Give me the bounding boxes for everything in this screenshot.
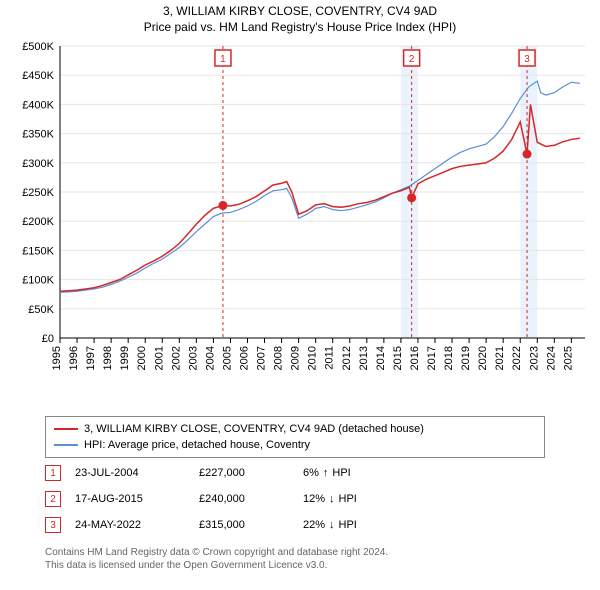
chart-container: 3, WILLIAM KIRBY CLOSE, COVENTRY, CV4 9A… (0, 0, 600, 590)
svg-text:1995: 1995 (51, 346, 63, 370)
chart-plot-area: £0 £50K £100K £150K £200K £250K £300K £350K £400… (10, 38, 590, 408)
svg-text:2025: 2025 (562, 346, 574, 370)
sale-row: 1 23-JUL-2004 £227,000 6%↑HPI (45, 460, 545, 486)
sale-row: 2 17-AUG-2015 £240,000 12%↓HPI (45, 486, 545, 512)
chart-svg: £0 £50K £100K £150K £200K £250K £300K £350K £400… (10, 38, 590, 408)
chart-subtitle: Price paid vs. HM Land Registry's House … (0, 18, 600, 34)
svg-text:2010: 2010 (307, 346, 319, 370)
svg-text:£100K: £100K (22, 275, 54, 287)
svg-text:£150K: £150K (22, 245, 54, 257)
footer-line2: This data is licensed under the Open Gov… (45, 559, 388, 572)
svg-text:2008: 2008 (273, 346, 285, 370)
svg-text:£250K: £250K (22, 187, 54, 199)
chart-title: 3, WILLIAM KIRBY CLOSE, COVENTRY, CV4 9A… (0, 0, 600, 18)
sale-date: 23-JUL-2004 (75, 467, 185, 479)
svg-text:2019: 2019 (460, 346, 472, 370)
svg-text:2001: 2001 (153, 346, 165, 370)
svg-text:1997: 1997 (85, 346, 97, 370)
sale-marker: 2 (45, 491, 61, 507)
legend-item: HPI: Average price, detached house, Cove… (54, 437, 536, 453)
svg-text:2: 2 (409, 54, 415, 65)
sale-marker: 1 (45, 465, 61, 481)
svg-text:£500K: £500K (22, 41, 54, 53)
sale-date: 24-MAY-2022 (75, 519, 185, 531)
svg-text:£50K: £50K (28, 304, 54, 316)
svg-text:2006: 2006 (239, 346, 251, 370)
footer-credits: Contains HM Land Registry data © Crown c… (45, 546, 388, 572)
svg-text:2021: 2021 (494, 346, 506, 370)
svg-text:1: 1 (220, 54, 226, 65)
svg-text:2012: 2012 (341, 346, 353, 370)
sale-price: £315,000 (199, 519, 289, 531)
svg-text:£400K: £400K (22, 99, 54, 111)
svg-text:3: 3 (524, 54, 530, 65)
legend-label: 3, WILLIAM KIRBY CLOSE, COVENTRY, CV4 9A… (84, 423, 424, 435)
svg-text:£350K: £350K (22, 129, 54, 141)
svg-text:£0: £0 (42, 333, 54, 345)
svg-text:2014: 2014 (375, 346, 387, 370)
svg-text:2022: 2022 (511, 346, 523, 370)
svg-text:2017: 2017 (426, 346, 438, 370)
svg-text:2020: 2020 (477, 346, 489, 370)
legend-label: HPI: Average price, detached house, Cove… (84, 439, 310, 451)
svg-text:£450K: £450K (22, 70, 54, 82)
sale-hpi: 22%↓HPI (303, 519, 413, 531)
svg-text:2003: 2003 (187, 346, 199, 370)
svg-text:2015: 2015 (392, 346, 404, 370)
legend: 3, WILLIAM KIRBY CLOSE, COVENTRY, CV4 9A… (45, 416, 545, 458)
legend-swatch (54, 428, 78, 430)
sale-date: 17-AUG-2015 (75, 493, 185, 505)
svg-text:1996: 1996 (68, 346, 80, 370)
sale-hpi: 12%↓HPI (303, 493, 413, 505)
svg-text:2011: 2011 (324, 346, 336, 370)
footer-line1: Contains HM Land Registry data © Crown c… (45, 546, 388, 559)
sale-price: £240,000 (199, 493, 289, 505)
sales-table: 1 23-JUL-2004 £227,000 6%↑HPI 2 17-AUG-2015 £2… (45, 460, 545, 538)
svg-text:2005: 2005 (221, 346, 233, 370)
svg-text:2002: 2002 (170, 346, 182, 370)
svg-text:2007: 2007 (256, 346, 268, 370)
sale-row: 3 24-MAY-2022 £315,000 22%↓HPI (45, 512, 545, 538)
svg-text:2013: 2013 (358, 346, 370, 370)
svg-text:2016: 2016 (409, 346, 421, 370)
svg-text:1999: 1999 (119, 346, 131, 370)
legend-swatch (54, 444, 78, 446)
svg-text:£300K: £300K (22, 158, 54, 170)
sale-price: £227,000 (199, 467, 289, 479)
svg-text:2009: 2009 (290, 346, 302, 370)
svg-text:£200K: £200K (22, 216, 54, 228)
sale-marker: 3 (45, 517, 61, 533)
svg-text:2000: 2000 (136, 346, 148, 370)
legend-item: 3, WILLIAM KIRBY CLOSE, COVENTRY, CV4 9A… (54, 421, 536, 437)
svg-text:2024: 2024 (545, 346, 557, 370)
svg-text:2023: 2023 (528, 346, 540, 370)
svg-text:2004: 2004 (204, 346, 216, 370)
sale-hpi: 6%↑HPI (303, 467, 413, 479)
svg-text:1998: 1998 (102, 346, 114, 370)
svg-text:2018: 2018 (443, 346, 455, 370)
